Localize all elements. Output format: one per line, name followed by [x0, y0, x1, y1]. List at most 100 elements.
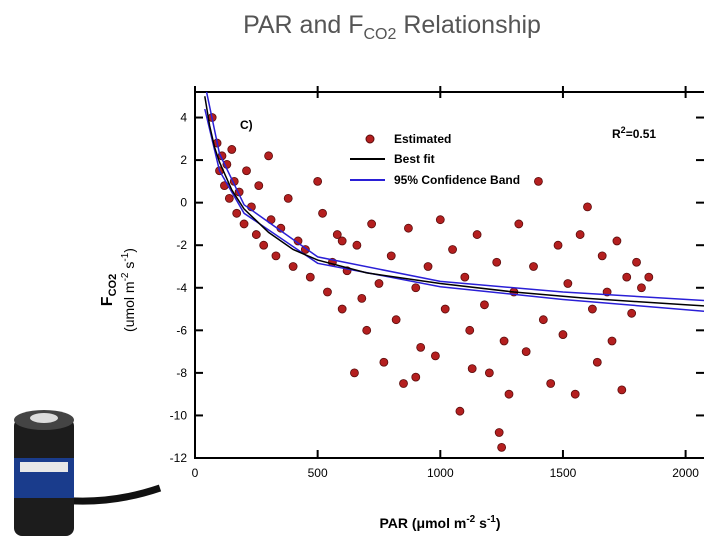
data-point — [546, 379, 556, 388]
r2-superscript: 2 — [621, 125, 626, 135]
data-point — [637, 283, 646, 293]
data-point — [455, 406, 465, 416]
data-point — [271, 251, 281, 261]
data-point — [607, 336, 617, 346]
data-point — [622, 272, 632, 282]
data-point — [575, 230, 585, 239]
legend-label: Estimated — [394, 132, 451, 146]
data-point — [570, 389, 580, 399]
title-part: Relationship — [396, 11, 541, 39]
data-point — [337, 236, 347, 246]
data-point — [350, 368, 359, 378]
data-point — [644, 272, 654, 282]
data-point — [232, 208, 242, 218]
data-point — [612, 236, 622, 246]
chart-title: PAR and FCO2 Relationship — [243, 11, 541, 43]
data-point — [323, 287, 332, 297]
data-point — [404, 223, 413, 233]
data-point — [592, 357, 602, 367]
data-point — [337, 304, 347, 314]
r2-label: R2=0.51 — [612, 125, 656, 141]
data-point — [305, 272, 315, 282]
data-point — [313, 176, 323, 186]
sensor-image — [14, 410, 162, 536]
data-point — [497, 442, 507, 452]
data-point — [480, 300, 489, 310]
x-axis-label-part: -1 — [487, 514, 496, 525]
data-point — [423, 262, 433, 271]
y-tick-label: -4 — [176, 281, 187, 295]
x-axis-label: PAR (μmol m-2 s-1) — [379, 514, 500, 531]
y-tick-label: 4 — [180, 111, 187, 125]
x-tick-label: 500 — [308, 466, 328, 480]
y-axis-label-part: F — [99, 296, 116, 306]
data-point — [440, 304, 450, 314]
confidence-band — [204, 108, 704, 312]
data-point — [553, 240, 563, 250]
x-axis-label-part: s — [475, 515, 487, 531]
data-point — [521, 347, 531, 357]
data-point — [499, 336, 509, 346]
title-subscript: CO2 — [364, 26, 397, 43]
data-point — [283, 193, 293, 203]
y-axis-label-part: -2 — [120, 272, 131, 281]
x-tick-label: 2000 — [672, 466, 699, 480]
y-tick-label: -2 — [176, 238, 187, 252]
data-point — [460, 272, 470, 282]
y-axis-label-part: (umol m — [121, 281, 137, 332]
panel-label: C) — [240, 118, 253, 132]
legend-label: 95% Confidence Band — [394, 173, 520, 187]
data-point — [391, 315, 401, 325]
y-tick-label: 0 — [180, 196, 187, 210]
y-axis-label-part: ) — [121, 248, 137, 253]
data-point — [332, 230, 342, 239]
data-point — [494, 428, 504, 437]
y-axis-label: FCO2 — [99, 274, 119, 306]
data-point — [367, 219, 377, 229]
confidence-band — [205, 92, 704, 302]
data-point — [484, 368, 494, 378]
r2-part: =0.51 — [626, 127, 657, 141]
y-tick-label: -10 — [170, 408, 188, 422]
data-point — [352, 240, 362, 250]
data-point — [632, 257, 641, 267]
legend-label: Best fit — [394, 152, 435, 166]
data-point — [224, 193, 234, 203]
data-point — [472, 230, 482, 239]
y-axis-label-part: -1 — [120, 252, 131, 261]
data-point — [259, 240, 269, 250]
data-point — [399, 379, 408, 388]
data-point — [357, 294, 367, 303]
plot-area — [204, 92, 704, 452]
x-tick-label: 0 — [192, 466, 199, 480]
data-point — [435, 215, 445, 225]
data-point — [617, 385, 627, 395]
data-point — [627, 308, 637, 318]
data-point — [467, 364, 477, 374]
data-point — [583, 202, 592, 212]
data-point — [239, 219, 249, 229]
title-part: PAR and F — [243, 11, 363, 39]
legend-marker — [365, 134, 375, 144]
data-point — [318, 208, 327, 218]
y-axis-label-subscript: CO2 — [107, 274, 119, 297]
data-point — [288, 262, 298, 271]
data-point — [587, 304, 597, 314]
y-tick-label: -8 — [176, 366, 187, 380]
data-point — [563, 279, 573, 288]
best-fit-line — [204, 96, 704, 307]
y-axis-label-part: s — [121, 262, 137, 273]
x-tick-label: 1500 — [550, 466, 577, 480]
y-tick-label: 2 — [180, 153, 187, 167]
data-point — [504, 389, 514, 399]
r2-part: R — [612, 127, 621, 141]
data-point — [534, 176, 543, 186]
data-point — [411, 372, 421, 382]
plot-frame — [194, 91, 704, 459]
x-axis-label-part: -2 — [466, 514, 475, 525]
data-point — [242, 166, 251, 176]
data-point — [448, 245, 457, 254]
y-tick-label: -6 — [176, 323, 187, 337]
